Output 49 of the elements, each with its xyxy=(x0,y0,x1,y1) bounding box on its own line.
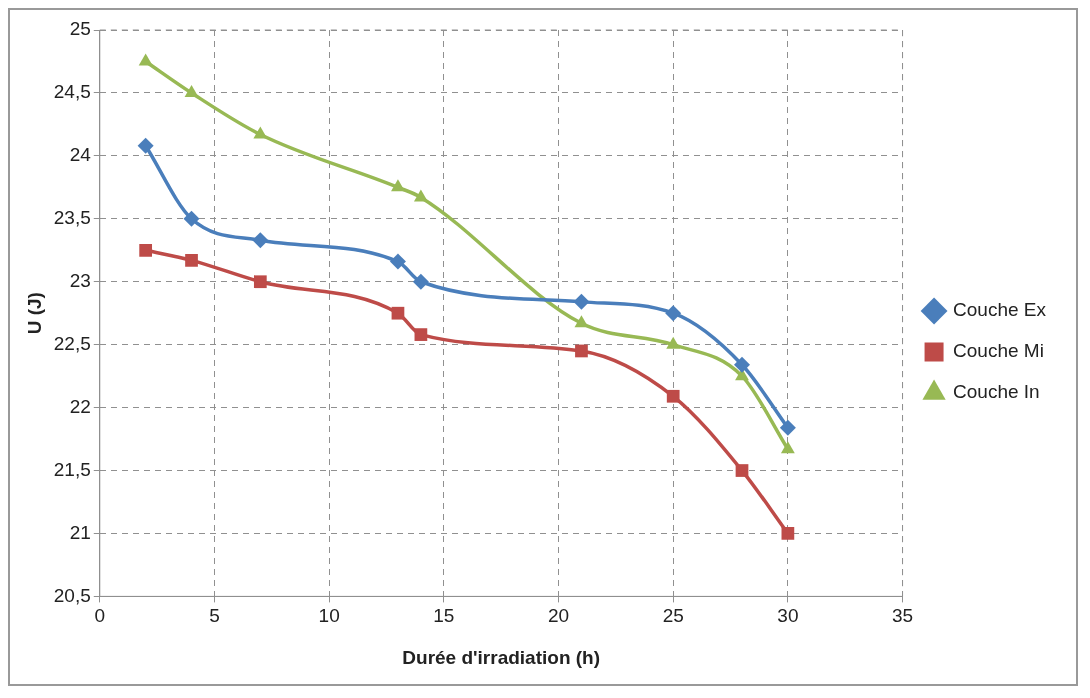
point xyxy=(666,389,680,403)
y-tick-label: 24 xyxy=(69,144,92,166)
legend-label: Couche Mi xyxy=(953,340,1044,362)
point xyxy=(781,527,795,540)
point xyxy=(573,293,590,310)
point xyxy=(735,464,749,477)
x-tick-label: 20 xyxy=(547,605,570,627)
y-tick-label: 23 xyxy=(69,269,91,291)
y-tick-label: 25 xyxy=(69,18,91,40)
x-tick-label: 25 xyxy=(662,605,684,627)
y-tick-label: 23,5 xyxy=(53,207,91,229)
point xyxy=(185,253,198,267)
x-tick-label: 35 xyxy=(891,605,914,627)
point xyxy=(734,356,750,373)
point xyxy=(779,419,796,436)
point xyxy=(183,210,200,227)
point xyxy=(575,344,588,358)
point xyxy=(137,137,154,154)
point xyxy=(391,179,405,192)
point xyxy=(574,315,589,328)
x-tick-label: 0 xyxy=(94,605,106,627)
point xyxy=(253,275,267,289)
point xyxy=(138,53,153,66)
point xyxy=(389,253,406,270)
point xyxy=(666,336,681,349)
x-tick-label: 15 xyxy=(433,605,455,627)
y-axis-title: U (J) xyxy=(23,292,45,335)
legend-label: Couche In xyxy=(953,381,1040,403)
point xyxy=(665,305,682,322)
y-tick-label: 22,5 xyxy=(53,332,91,354)
y-tick-label: 21 xyxy=(69,521,91,543)
point xyxy=(414,328,428,341)
point xyxy=(253,126,268,139)
y-tick-label: 21,5 xyxy=(53,458,91,480)
point xyxy=(184,84,199,97)
y-tick-label: 24,5 xyxy=(53,81,91,103)
point xyxy=(252,232,269,249)
point xyxy=(139,243,153,257)
point xyxy=(412,273,429,290)
y-tick-label: 22 xyxy=(69,395,91,417)
point xyxy=(780,441,795,454)
y-tick-label: 20,5 xyxy=(53,584,91,606)
legend-label: Couche Ex xyxy=(953,299,1047,321)
x-axis-title: Durée d'irradiation (h) xyxy=(402,646,601,668)
x-tick-label: 30 xyxy=(777,605,799,627)
point xyxy=(413,189,428,202)
x-tick-label: 5 xyxy=(209,605,220,627)
point xyxy=(391,306,405,320)
x-tick-label: 10 xyxy=(318,605,340,627)
